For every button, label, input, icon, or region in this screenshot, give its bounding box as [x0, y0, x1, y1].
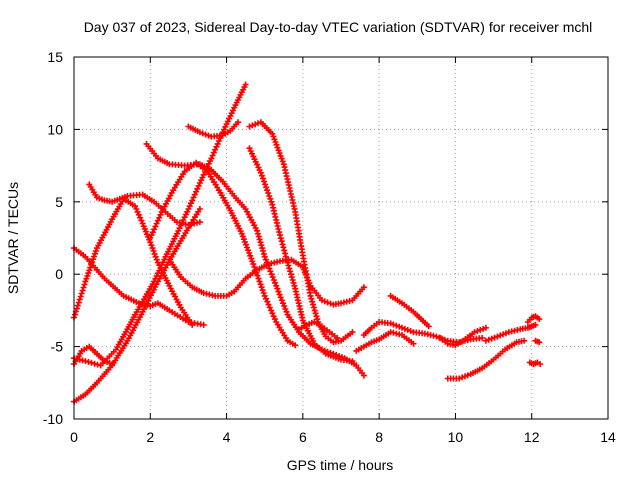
series-markers — [353, 329, 417, 354]
y-tick-label: -5 — [51, 339, 64, 355]
y-axis-label: SDTVAR / TECUs — [5, 182, 21, 294]
series-markers — [526, 359, 544, 367]
x-tick-label: 6 — [299, 429, 307, 445]
series-markers — [166, 256, 367, 308]
series-markers — [524, 313, 543, 325]
x-tick-label: 2 — [146, 429, 154, 445]
y-tick-label: 15 — [47, 49, 63, 65]
series-track-20 — [524, 313, 543, 325]
series-track-14 — [353, 329, 417, 354]
x-tick-label: 12 — [524, 429, 540, 445]
series-markers — [532, 337, 543, 346]
x-axis-label: GPS time / hours — [287, 457, 394, 473]
y-tick-label: 5 — [55, 194, 63, 210]
plot-border — [73, 56, 609, 420]
series-track-21 — [526, 359, 544, 367]
series-track-22 — [532, 337, 543, 346]
series-markers — [444, 337, 528, 382]
y-tick-label: 10 — [47, 121, 63, 137]
series-track-8 — [147, 159, 299, 349]
series-track-3 — [86, 181, 203, 228]
series-markers — [387, 292, 432, 330]
series-track-11 — [246, 119, 356, 346]
series-track-10 — [185, 119, 241, 140]
x-tick-label: 14 — [600, 429, 616, 445]
series-track-13 — [296, 319, 341, 341]
series-markers — [437, 324, 489, 349]
series-markers — [147, 159, 299, 349]
chart-title: Day 037 of 2023, Sidereal Day-to-day VTE… — [84, 19, 593, 35]
x-tick-label: 4 — [223, 429, 231, 445]
series-track-18 — [444, 337, 528, 382]
ticks-layer: 0 2 4 6 8 10 12 14 -10 -5 0 5 10 15 — [43, 49, 616, 445]
series-markers — [482, 321, 539, 344]
series-markers — [246, 145, 356, 365]
grid-layer — [74, 57, 608, 419]
x-tick-label: 10 — [448, 429, 464, 445]
series-track-16 — [387, 292, 432, 330]
series-track-17 — [437, 324, 489, 349]
x-tick-label: 0 — [70, 429, 78, 445]
y-tick-label: 0 — [55, 266, 63, 282]
series-track-19 — [482, 321, 539, 344]
series-markers — [246, 119, 356, 346]
series-track-12 — [246, 145, 356, 365]
series-markers — [296, 319, 341, 341]
data-layer — [71, 81, 544, 405]
x-tick-label: 8 — [375, 429, 383, 445]
y-tick-label: -10 — [43, 411, 63, 427]
series-track-9 — [166, 256, 367, 308]
series-markers — [185, 119, 241, 140]
series-markers — [86, 181, 203, 228]
